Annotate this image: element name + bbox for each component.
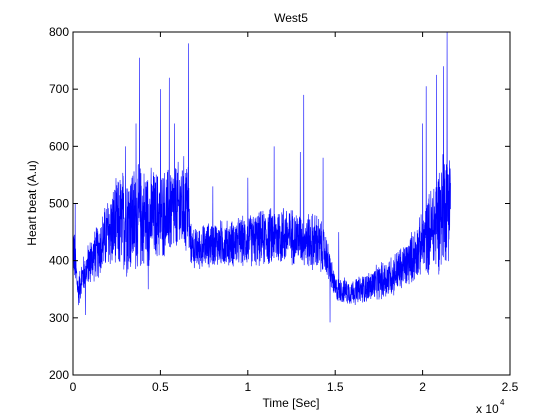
y-tick-label: 500 (49, 197, 69, 211)
y-tick-label: 600 (49, 139, 69, 153)
x-multiplier-exponent: 4 (500, 398, 505, 407)
y-tick-label: 300 (49, 311, 69, 325)
series-layer (72, 31, 451, 323)
x-tick-label: 0 (70, 380, 77, 394)
y-tick-label: 200 (49, 368, 69, 382)
x-tick-label: 2.5 (502, 380, 519, 394)
x-axis-ticks: 0 0.5 1 1.5 2 2.5 (70, 32, 519, 394)
series-line (72, 31, 451, 323)
chart-title: West5 (274, 11, 308, 25)
x-tick-label: 2 (419, 380, 426, 394)
y-tick-label: 700 (49, 82, 69, 96)
y-tick-label: 800 (49, 25, 69, 39)
x-multiplier-label: x 10 (476, 402, 499, 416)
x-tick-label: 1 (244, 380, 251, 394)
y-axis-label: Heart beat (A.u) (25, 160, 39, 245)
y-tick-label: 400 (49, 254, 69, 268)
x-axis-label: Time [Sec] (263, 396, 320, 410)
y-axis-ticks: 200 300 400 500 600 700 800 (49, 25, 510, 382)
x-tick-label: 1.5 (327, 380, 344, 394)
x-tick-label: 0.5 (152, 380, 169, 394)
